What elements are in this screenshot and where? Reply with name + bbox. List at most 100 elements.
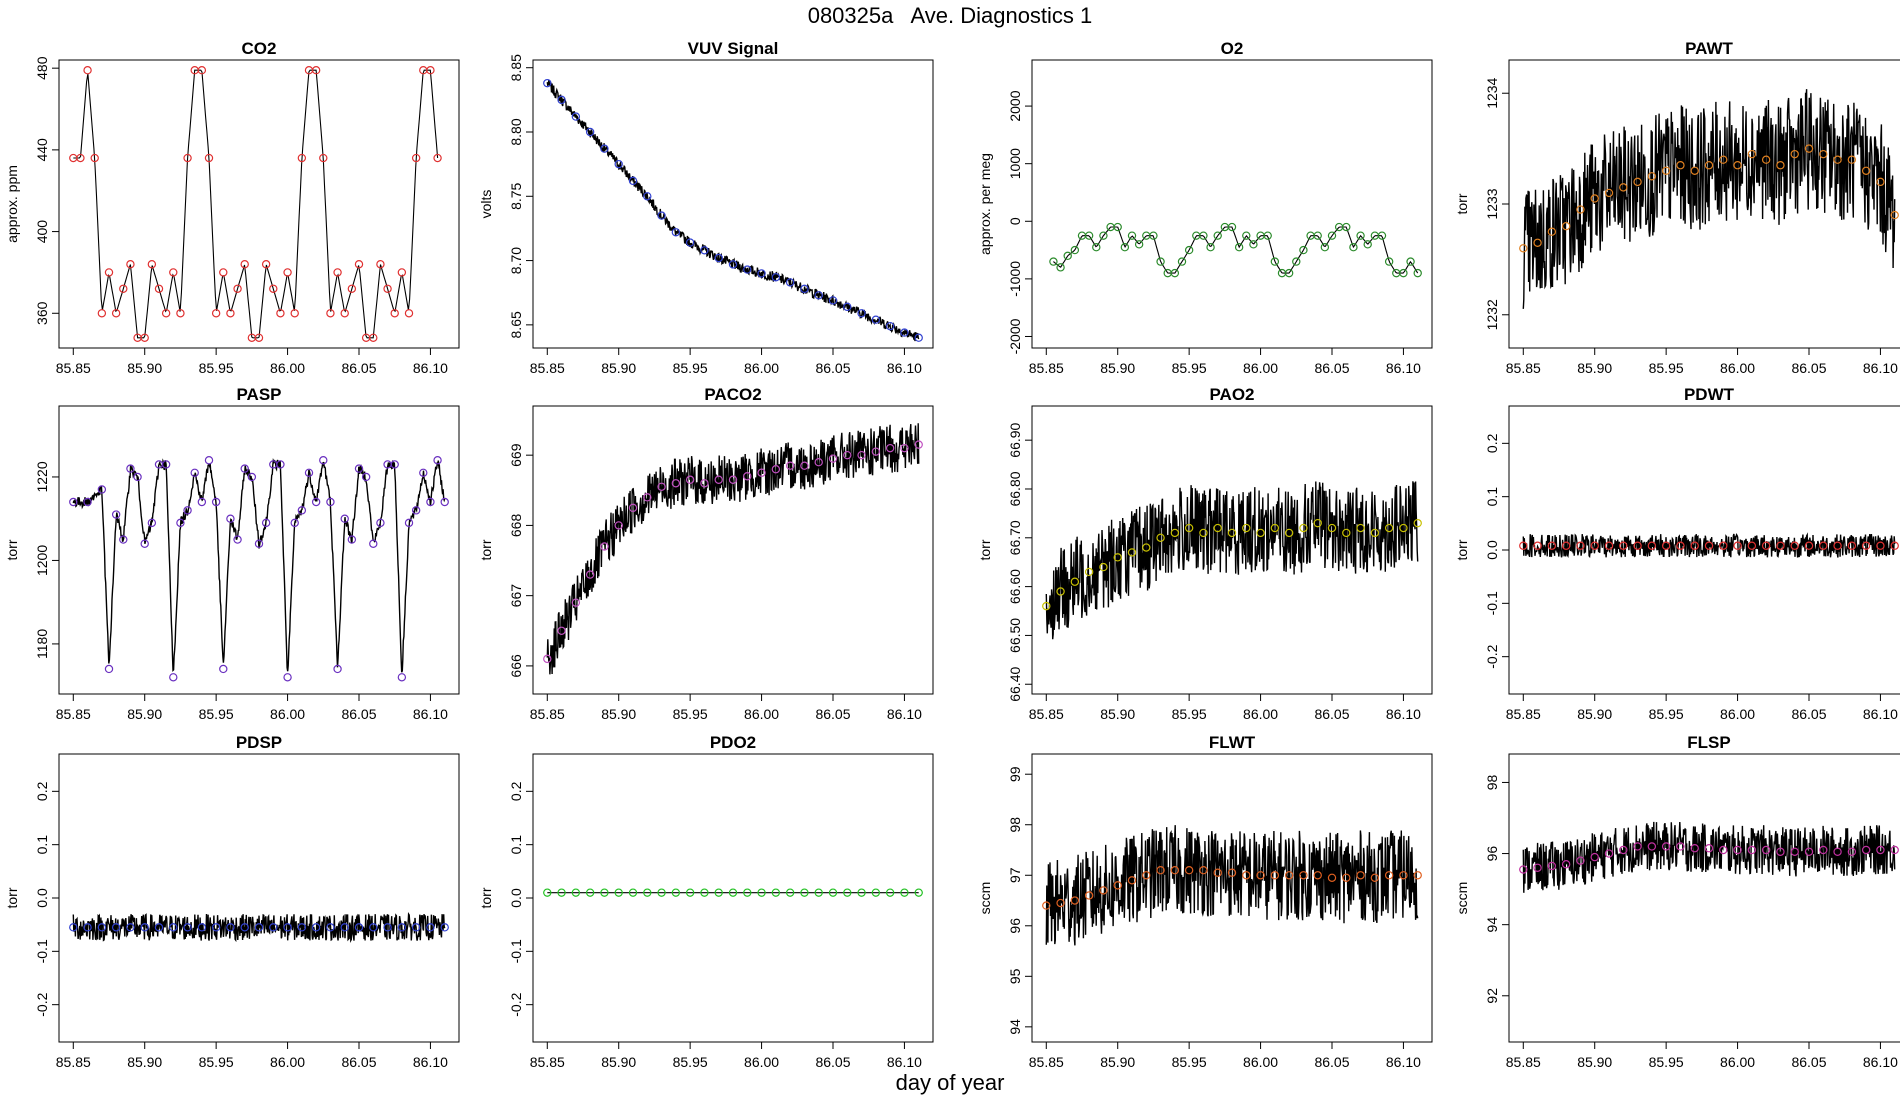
average-point (814, 888, 823, 897)
average-point (1861, 166, 1871, 175)
average-point (261, 260, 271, 269)
average-point (1227, 868, 1237, 877)
panel-flsp: FLSP 85.85 85.90 85.95 86.00 86.05 86.10 92 94 96… (1454, 733, 1900, 1070)
x-tick-label: 85.95 (673, 1054, 708, 1070)
average-point (885, 888, 895, 897)
average-point (197, 497, 207, 507)
average-point (283, 923, 292, 932)
panel-pao2: PAO2 85.85 85.90 85.95 86.00 86.05 86.10 66.40 6… (977, 385, 1433, 722)
average-point (1177, 257, 1187, 266)
x-tick-label: 86.00 (1720, 706, 1755, 722)
average-point (140, 923, 149, 932)
average-point (1761, 541, 1771, 550)
average-point (857, 450, 866, 460)
x-tick-label: 85.95 (1649, 1054, 1684, 1070)
y-tick-label: 94 (1484, 917, 1500, 933)
average-point (411, 506, 421, 515)
average-point (83, 923, 92, 932)
average-point (1776, 847, 1785, 856)
average-point (1327, 873, 1337, 882)
y-tick-label: 99 (1007, 766, 1023, 782)
panel-pawt: PAWT 85.85 85.90 85.95 86.00 86.05 86.10 1232 12… (1454, 39, 1900, 376)
average-point (1890, 210, 1899, 220)
average-point (1099, 231, 1108, 240)
average-point (900, 443, 909, 453)
average-point (828, 888, 838, 897)
average-point (354, 464, 364, 473)
panel-co2: CO2 85.85 85.90 85.95 86.00 86.05 86.10 360 400 4… (4, 39, 460, 376)
average-point (557, 95, 566, 105)
panel-paco2: PACO2 85.85 85.90 85.95 86.00 86.05 86.10 666 66… (478, 385, 934, 722)
average-point (1242, 871, 1251, 880)
average-point (219, 268, 228, 277)
y-tick-label: 667 (508, 584, 524, 608)
x-tick-label: 85.90 (127, 706, 162, 722)
average-point (714, 888, 723, 897)
average-point (1327, 231, 1337, 240)
average-point (700, 479, 709, 488)
average-point (133, 472, 142, 482)
y-tick-label: 0.0 (1484, 540, 1500, 560)
average-point (1134, 240, 1144, 249)
average-point (1704, 844, 1714, 853)
plot-frame (1031, 405, 1433, 695)
plot-frame (58, 405, 460, 695)
panel-title: PACO2 (704, 385, 761, 404)
average-point (1804, 847, 1814, 856)
average-point (1156, 533, 1165, 542)
average-point (1890, 541, 1899, 550)
y-tick-label: 669 (508, 443, 524, 467)
average-point (1327, 523, 1337, 533)
average-point (154, 284, 164, 293)
average-point (1213, 523, 1222, 533)
average-point (728, 888, 738, 897)
average-point (76, 153, 85, 163)
average-point (1790, 541, 1799, 550)
average-point (276, 309, 285, 318)
average-point (1576, 205, 1585, 214)
common-x-axis-label: day of year (895, 1070, 1005, 1095)
y-tick-label: 480 (34, 56, 50, 80)
average-point (1399, 871, 1408, 880)
y-tick-label: 0.1 (1484, 487, 1500, 507)
y-tick-label: -0.2 (1484, 644, 1500, 668)
x-tick-label: 85.85 (1029, 1054, 1064, 1070)
average-point (1270, 523, 1280, 533)
average-point (119, 284, 128, 293)
x-tick-label: 86.10 (887, 360, 922, 376)
average-point (254, 923, 264, 932)
average-point (1363, 240, 1372, 249)
average-point (254, 333, 264, 342)
raw-signal-trace (1522, 532, 1896, 559)
average-point (828, 296, 838, 305)
average-point (1199, 231, 1208, 240)
average-point (1647, 172, 1657, 181)
average-point (1604, 188, 1614, 198)
average-point (1413, 518, 1422, 528)
average-point (1690, 166, 1699, 175)
average-point (1142, 871, 1151, 880)
average-point (1590, 852, 1599, 862)
y-tick-label: 666 (508, 654, 524, 678)
y-axis-label: sccm (1454, 882, 1470, 915)
average-point (1413, 871, 1422, 880)
y-axis-label: torr (4, 887, 20, 908)
average-point (1227, 528, 1237, 538)
x-tick-label: 86.00 (1720, 360, 1755, 376)
average-point (771, 465, 781, 474)
x-tick-label: 85.85 (530, 706, 565, 722)
average-point (354, 923, 364, 932)
x-tick-label: 85.85 (56, 360, 91, 376)
x-tick-label: 85.95 (1649, 706, 1684, 722)
average-point (771, 888, 781, 897)
average-point (1399, 523, 1408, 533)
y-tick-label: 1180 (34, 629, 50, 659)
x-tick-label: 86.05 (341, 360, 376, 376)
average-point (297, 923, 307, 932)
panel-flwt: FLWT 85.85 85.90 85.95 86.00 86.05 86.10 94 95 96… (977, 733, 1433, 1070)
average-point (1384, 871, 1394, 880)
x-tick-label: 85.85 (1029, 706, 1064, 722)
x-tick-label: 86.05 (1314, 706, 1349, 722)
average-point (433, 456, 442, 465)
average-point (1747, 149, 1757, 159)
